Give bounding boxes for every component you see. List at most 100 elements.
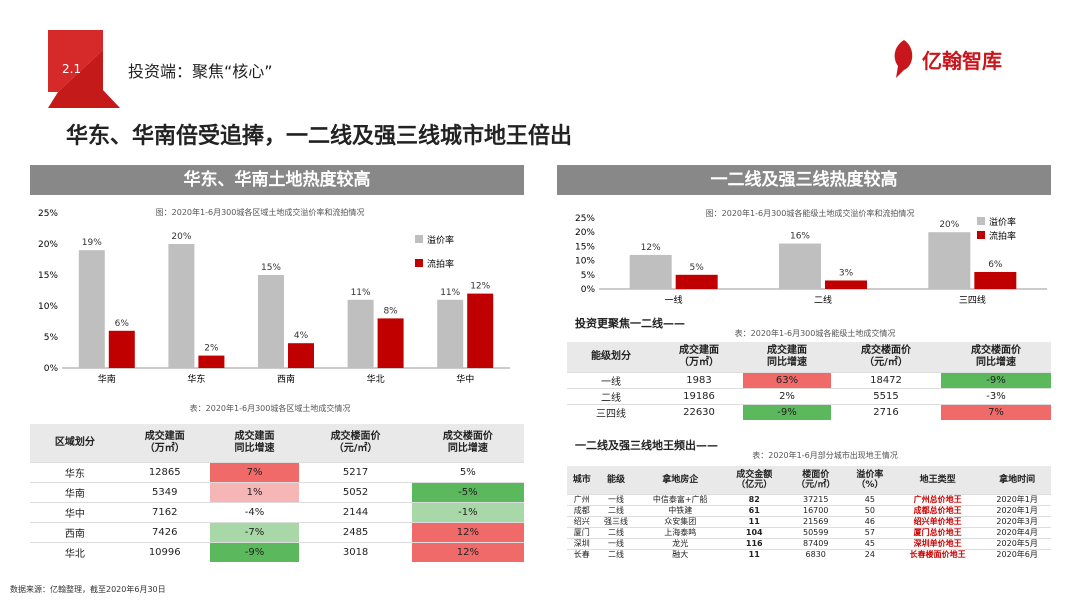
bar-流拍率 (288, 343, 314, 368)
table-cell: 2144 (342, 506, 369, 518)
brand-name: 亿翰智库 (922, 48, 1002, 73)
table-cell: 广州总价地王 (913, 494, 962, 504)
table-cell: 2020年1月 (996, 494, 1038, 504)
x-tick-label: 三四线 (959, 294, 986, 306)
data-label: 8% (383, 306, 398, 316)
table-cell: 二线 (607, 505, 624, 515)
data-label: 15% (261, 263, 281, 273)
table-cell: 2020年4月 (996, 527, 1038, 537)
column-header: 拿地时间 (983, 466, 1051, 494)
table-cell: 6830 (805, 549, 826, 559)
brand-logo: 亿翰智库 (890, 38, 1002, 80)
table-cell: 11 (748, 549, 760, 559)
column-header: 成交楼面价 同比增速 (941, 342, 1051, 372)
data-label: 3% (839, 268, 854, 278)
data-label: 6% (988, 260, 1003, 270)
bar-溢价率 (928, 232, 971, 289)
column-header: 能级划分 (567, 342, 655, 372)
x-tick-label: 华中 (456, 373, 474, 385)
table-cell: 绍兴单价地王 (913, 516, 962, 526)
headline: 华东、华南倍受追捧，一二线及强三线城市地王倍出 (66, 124, 573, 149)
right-table1-caption: 表：2020年1-6月300城各能级土地成交情况 (734, 329, 896, 338)
table-cell: 7426 (151, 526, 178, 538)
column-header: 成交建面 同比增速 (743, 342, 831, 372)
table-cell: -1% (411, 502, 524, 522)
table-cell: 2% (779, 390, 795, 402)
table-cell: 7% (209, 462, 300, 482)
bar-溢价率 (629, 254, 672, 289)
x-tick-label: 华南 (98, 373, 116, 385)
table-cell: 广州 (573, 494, 590, 504)
table-cell: 12% (411, 522, 524, 542)
right-banner: 一二线及强三线热度较高 (557, 165, 1051, 195)
legend-label: 溢价率 (989, 216, 1016, 228)
table-cell: 中铁建 (668, 505, 693, 515)
table-cell: 50599 (802, 527, 829, 537)
table-cell: 37215 (802, 494, 829, 504)
column-header: 城市 (567, 466, 597, 494)
region-bar-chart: 25% 20% 15% 10% 5% 0% 华南 19% 6% 华东 20% 2% 西南 15% 4% 华北 1… (38, 209, 510, 385)
table-cell: -9% (743, 404, 831, 420)
y-tick-label: 0% (581, 285, 596, 295)
legend-swatch (415, 259, 423, 267)
table-cell: 深圳 (573, 538, 590, 548)
column-header: 溢价率 （%） (847, 466, 892, 494)
table-row: 华南 5349 1% 5052 -5% (30, 482, 524, 502)
table-cell: 116 (745, 538, 763, 548)
table-cell: 19186 (683, 390, 715, 402)
table-cell: -7% (209, 522, 300, 542)
table-cell: -9% (209, 542, 300, 562)
table-cell: 21569 (802, 516, 829, 526)
table-cell: 二线 (607, 549, 624, 559)
left-banner: 华东、华南土地热度较高 (30, 165, 524, 195)
legend-label: 流拍率 (427, 258, 454, 270)
table-cell: 5515 (873, 390, 899, 402)
brand-icon (894, 40, 913, 78)
bar-流拍率 (974, 271, 1017, 289)
column-header: 能级 (596, 466, 636, 494)
table-cell: 上海泰鸣 (664, 527, 697, 537)
table-row: 二线 19186 2% 5515 -3% (567, 388, 1051, 404)
table-cell: 二线 (601, 392, 621, 404)
table-header-row: 能级划分 成交建面 （万㎡） 成交建面 同比增速 成交楼面价 （元/㎡） 成交楼面价 同比增速 (567, 342, 1051, 372)
table-cell: 61 (748, 505, 760, 515)
y-tick-label: 15% (38, 271, 58, 281)
table-row: 一线 1983 63% 18472 -9% (567, 372, 1051, 388)
table-row: 三四线 22630 -9% 2716 7% (567, 404, 1051, 420)
y-tick-label: 25% (575, 214, 595, 224)
data-label: 20% (171, 232, 191, 242)
table-cell: 22630 (683, 406, 715, 418)
column-header: 区域划分 (30, 424, 120, 462)
tier-bar-chart: 25% 20% 15% 10% 5% 0% 一线 12% 5% 二线 16% 3% 三四线 20% 6% 溢价… (575, 214, 1047, 306)
table-cell: 45 (864, 494, 875, 504)
y-tick-label: 20% (575, 228, 595, 238)
bar-溢价率 (437, 299, 464, 368)
table-cell: 深圳单价地王 (913, 538, 962, 548)
table-cell: 12865 (148, 466, 181, 478)
land-king-table: 城市 能级 拿地房企 成交金额 （亿元） 楼面价 （元/㎡） 溢价率 （%） 地王类型 拿地时间 广州… (567, 466, 1051, 560)
column-header: 成交金额 （亿元） (724, 466, 784, 494)
x-tick-label: 华北 (367, 373, 385, 385)
column-header: 成交楼面价 （元/㎡） (299, 424, 412, 462)
table-cell: 成都总价地王 (913, 505, 962, 515)
table-row: 长春 二线 融大 11 6830 24 长春楼面价地王 2020年6月 (567, 549, 1051, 560)
data-label: 12% (641, 243, 661, 253)
table-cell: 3018 (342, 546, 369, 558)
table-cell: 18472 (870, 374, 902, 386)
bar-溢价率 (78, 250, 105, 368)
x-tick-label: 二线 (814, 294, 832, 306)
table-cell: 一线 (607, 538, 624, 548)
x-tick-label: 华东 (187, 373, 205, 385)
table-row: 绍兴 强三线 众安集团 11 21569 46 绍兴单价地王 2020年3月 (567, 516, 1051, 527)
table-row: 广州 一线 中信泰富+广船 82 37215 45 广州总价地王 2020年1月 (567, 494, 1051, 505)
table-cell: 华北 (64, 548, 85, 560)
bar-流拍率 (377, 318, 404, 368)
table-cell: 华东 (64, 468, 85, 480)
table-cell: 2485 (342, 526, 369, 538)
table-cell: 5217 (342, 466, 369, 478)
table-row: 成都 二线 中铁建 61 16700 50 成都总价地王 2020年1月 (567, 505, 1051, 516)
table-row: 厦门 二线 上海泰鸣 104 50599 57 厦门总价地王 2020年4月 (567, 527, 1051, 538)
table-cell: 2020年6月 (996, 549, 1038, 559)
table-cell: 众安集团 (664, 516, 697, 526)
data-label: 6% (115, 319, 130, 329)
